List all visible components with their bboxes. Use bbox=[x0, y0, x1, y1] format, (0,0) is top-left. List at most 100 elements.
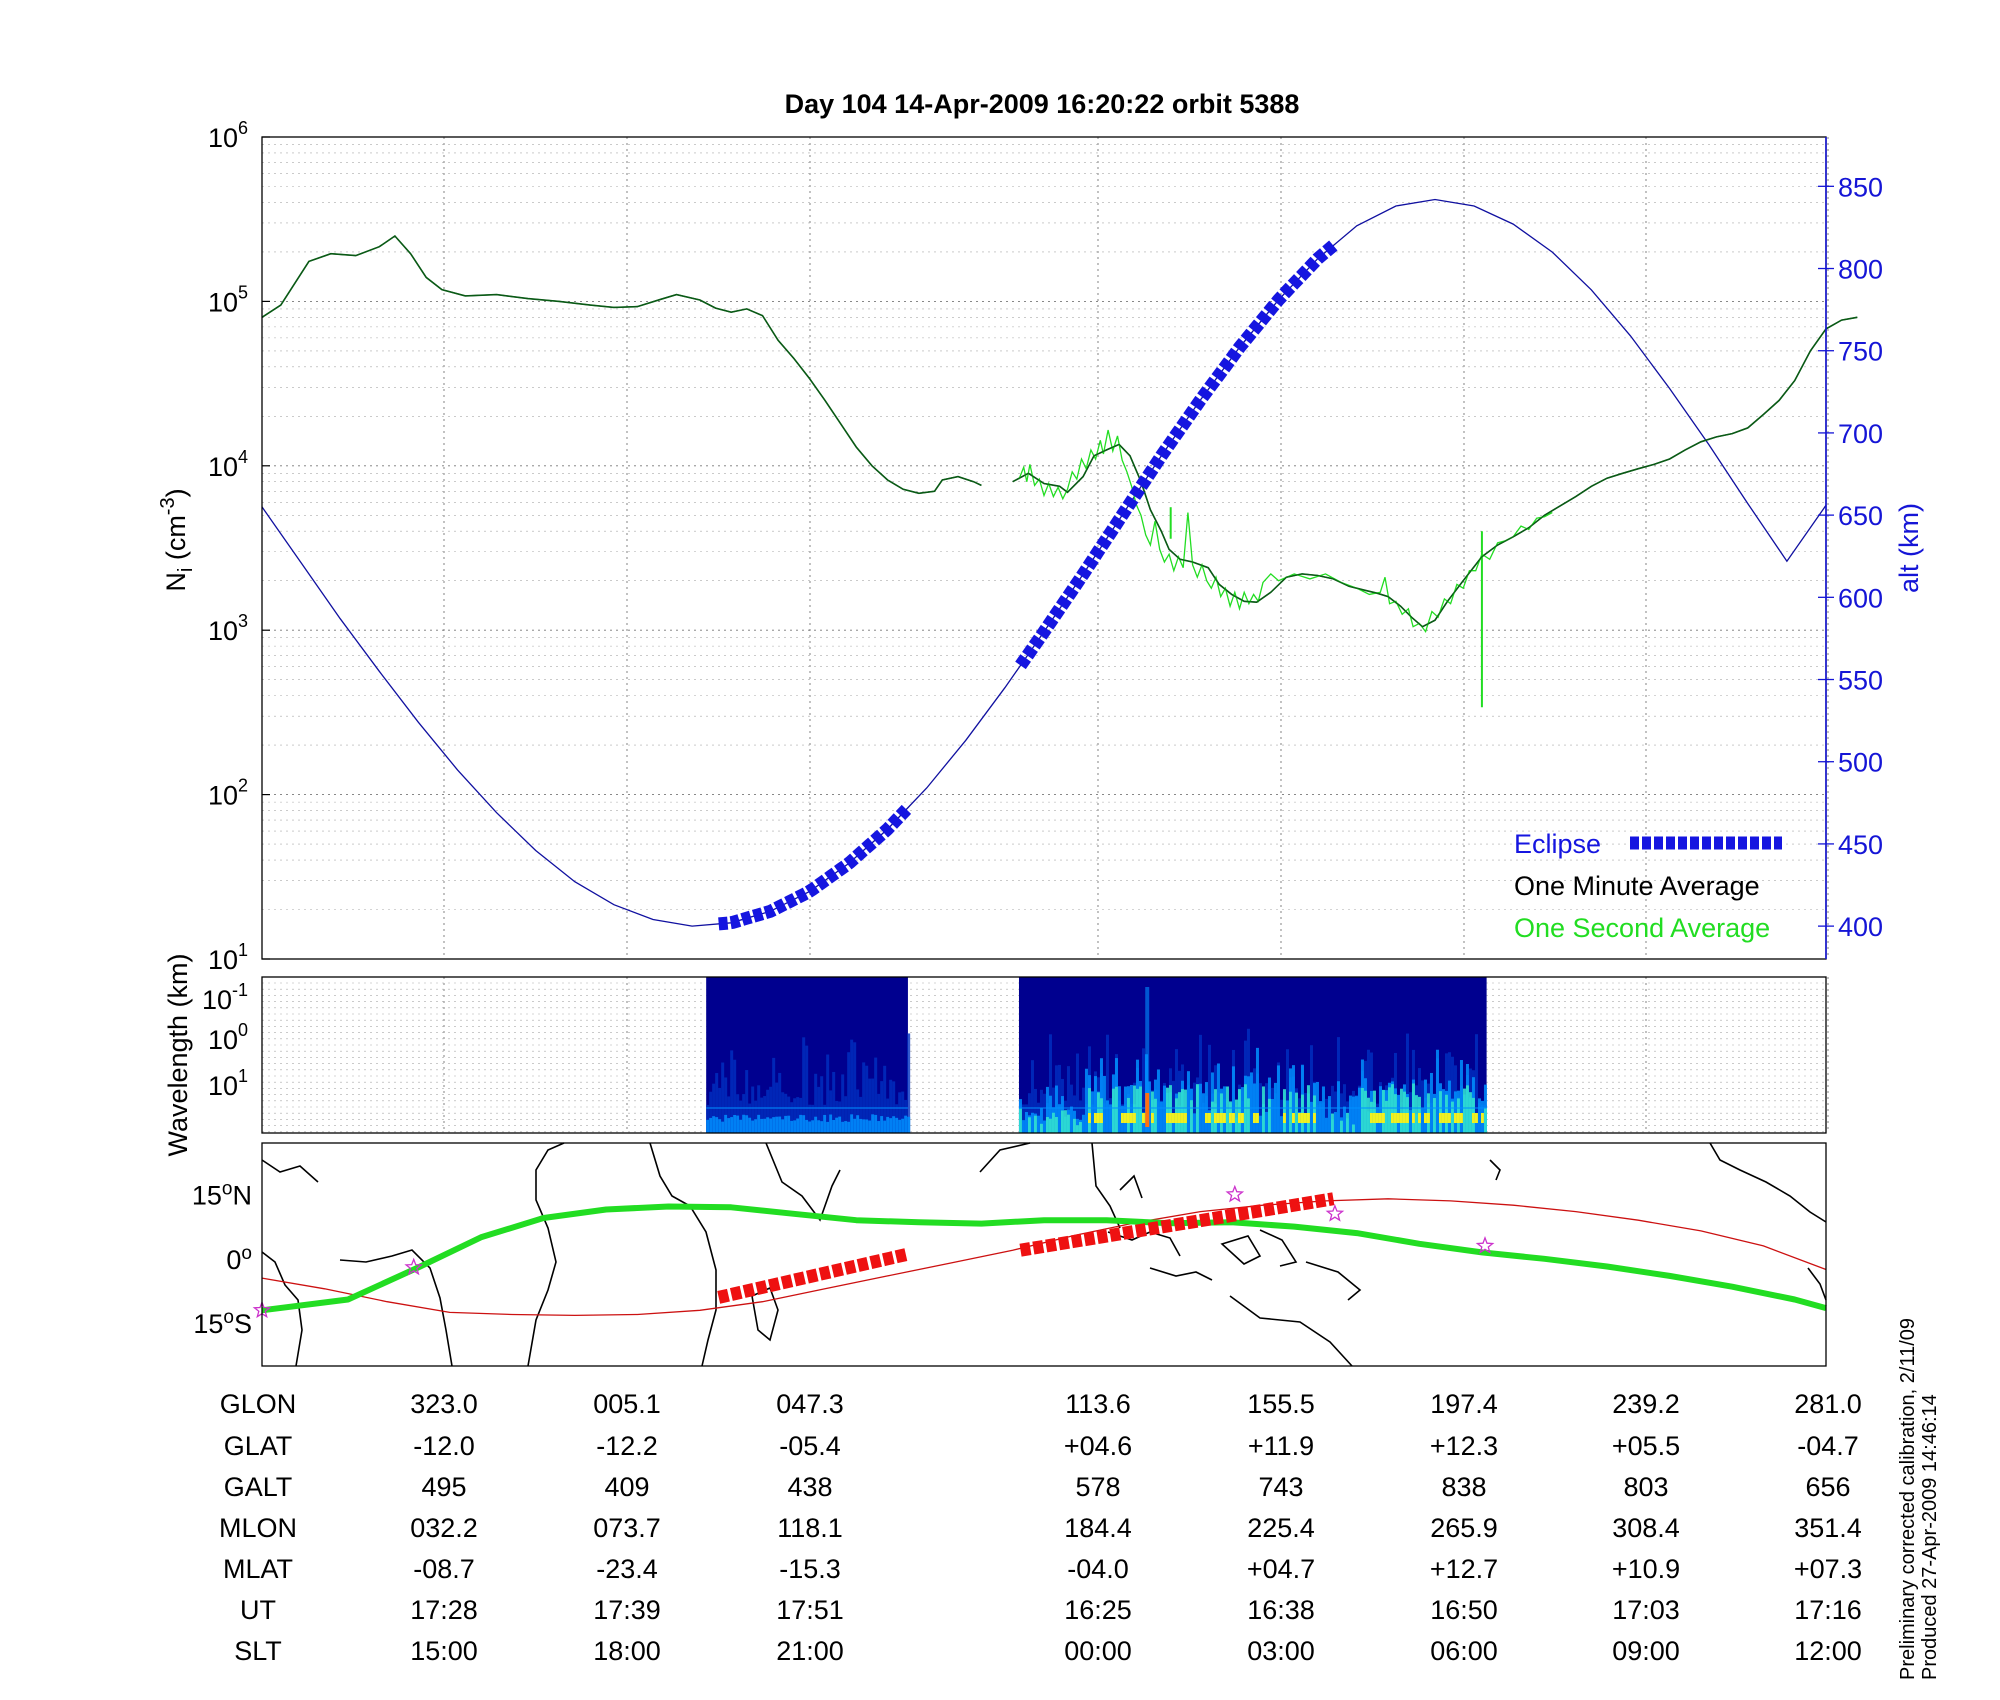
spectro-streak bbox=[868, 1078, 872, 1133]
spectro-streak-mid bbox=[883, 1120, 887, 1133]
spectro-tick-label-0: 10-1 bbox=[202, 980, 248, 1015]
spectro-streak bbox=[1405, 1033, 1409, 1133]
coastline-7 bbox=[979, 1142, 1031, 1173]
spectrogram-y-axis-label: Wavelength (km) bbox=[163, 953, 193, 1156]
y2-tick-label-1: 450 bbox=[1838, 830, 1883, 860]
density-label-close: ) bbox=[161, 488, 191, 497]
eclipse-segment-0 bbox=[718, 804, 912, 931]
map-eclipse-segment-0 bbox=[717, 1248, 908, 1304]
table-cell-mlat-7: +07.3 bbox=[1794, 1554, 1862, 1584]
spectro-streak-hi bbox=[1414, 1095, 1418, 1133]
spectro-streak-mid bbox=[802, 1115, 806, 1133]
table-cell-mlon-7: 351.4 bbox=[1794, 1513, 1862, 1543]
spectro-streak-hi bbox=[1066, 1114, 1070, 1133]
lat-hemisphere: S bbox=[234, 1309, 252, 1339]
spectro-streak-peak bbox=[1237, 1113, 1241, 1123]
spectro-streak-mid bbox=[814, 1116, 818, 1133]
spectro-streak bbox=[826, 1054, 830, 1133]
spectro-streak-mid bbox=[1156, 1069, 1160, 1133]
y-tick-base: 10 bbox=[208, 616, 238, 646]
legend-eclipse-label: Eclipse bbox=[1514, 829, 1601, 859]
spectro-streak bbox=[1309, 1045, 1313, 1133]
spectro-streak-peak bbox=[1291, 1113, 1295, 1123]
spectro-streak bbox=[856, 1089, 860, 1133]
y-tick-base: 10 bbox=[208, 452, 238, 482]
table-row-label-glon: GLON bbox=[220, 1389, 297, 1419]
spectro-streak-hi bbox=[1384, 1100, 1388, 1133]
table-cell-galt-6: 803 bbox=[1623, 1472, 1668, 1502]
spectro-streak bbox=[1033, 1088, 1037, 1133]
magnetic-track-line bbox=[261, 1198, 1827, 1317]
spectro-streak-mid bbox=[865, 1119, 869, 1133]
spectro-streak bbox=[1048, 1034, 1052, 1133]
spectro-hot-peak bbox=[1145, 1093, 1150, 1127]
spectro-streak-peak bbox=[1231, 1113, 1235, 1123]
spectro-streak-hi bbox=[1168, 1085, 1172, 1133]
spectro-streak bbox=[793, 1098, 797, 1133]
spectro-streak-mid bbox=[1354, 1096, 1358, 1133]
spectro-streak-mid bbox=[763, 1118, 767, 1133]
spectro-streak-hi bbox=[1132, 1085, 1136, 1133]
spectro-streak-mid bbox=[886, 1116, 890, 1133]
spectro-streak-peak bbox=[1405, 1113, 1409, 1123]
spectro-streak-mid bbox=[709, 1117, 713, 1133]
spectro-streak-hi bbox=[1087, 1088, 1091, 1133]
ground-track-line bbox=[261, 1203, 1827, 1314]
spectro-streak-mid bbox=[1420, 1108, 1424, 1133]
spectro-streak-mid bbox=[1162, 1085, 1166, 1133]
table-cell-ut-3: 16:25 bbox=[1064, 1595, 1132, 1625]
spectro-streak bbox=[1075, 1053, 1079, 1133]
spectro-streak-mid bbox=[856, 1115, 860, 1133]
table-cell-galt-4: 743 bbox=[1258, 1472, 1303, 1502]
spectro-streak bbox=[1042, 1093, 1046, 1133]
spectro-streak-peak bbox=[1438, 1113, 1442, 1123]
spectro-streak-hi bbox=[1351, 1124, 1355, 1133]
spectro-streak-mid bbox=[1279, 1116, 1283, 1133]
spectro-streak bbox=[817, 1086, 821, 1133]
spectro-streak bbox=[1105, 1034, 1109, 1133]
density-label-sub: i bbox=[175, 568, 197, 572]
table-cell-slt-6: 09:00 bbox=[1612, 1636, 1680, 1666]
spectro-streak bbox=[865, 1065, 869, 1133]
spectro-streak-mid bbox=[847, 1121, 851, 1133]
spectro-streak-peak bbox=[1372, 1113, 1376, 1123]
spectro-streak bbox=[727, 1096, 731, 1133]
spectro-streak bbox=[742, 1094, 746, 1133]
tracks bbox=[252, 1184, 1827, 1319]
table-cell-slt-5: 06:00 bbox=[1430, 1636, 1498, 1666]
spectro-streak bbox=[760, 1097, 764, 1133]
table-cell-mlat-1: -23.4 bbox=[596, 1554, 658, 1584]
spectro-streak bbox=[811, 1104, 815, 1133]
spectro-streak-mid bbox=[1159, 1101, 1163, 1133]
y2-tick-label-6: 700 bbox=[1838, 419, 1883, 449]
spectro-tick-label-1: 100 bbox=[208, 1020, 248, 1055]
spectro-streak-mid bbox=[844, 1121, 848, 1133]
spectro-streak-mid bbox=[1102, 1075, 1106, 1133]
spectro-streak-mid bbox=[901, 1118, 905, 1133]
table-cell-mlon-4: 225.4 bbox=[1247, 1513, 1315, 1543]
spectro-streak-hi bbox=[1018, 1108, 1022, 1133]
coastline-4 bbox=[649, 1142, 717, 1367]
spectro-streak-hi bbox=[1150, 1091, 1154, 1133]
table-cell-slt-7: 12:00 bbox=[1794, 1636, 1862, 1666]
spectro-streak-mid bbox=[1291, 1065, 1295, 1133]
spectro-streak-mid bbox=[1036, 1115, 1040, 1133]
table-cell-mlon-3: 184.4 bbox=[1064, 1513, 1132, 1543]
spectro-streak-hi bbox=[1261, 1086, 1265, 1133]
spectro-streak-hi bbox=[1465, 1085, 1469, 1133]
spectro-streak-mid bbox=[862, 1119, 866, 1133]
eclipse-series bbox=[718, 240, 1338, 931]
spectro-streak bbox=[901, 1091, 905, 1133]
spectro-streak bbox=[778, 1072, 782, 1133]
spectro-streak bbox=[889, 1079, 893, 1133]
spectro-streak-mid bbox=[805, 1119, 809, 1133]
spectro-streak-hi bbox=[1096, 1092, 1100, 1133]
spectro-streak-mid bbox=[904, 1115, 908, 1133]
spectro-streak-mid bbox=[712, 1116, 716, 1133]
table-cell-mlon-1: 073.7 bbox=[593, 1513, 661, 1543]
spectro-streak-hi bbox=[1366, 1097, 1370, 1133]
spectro-streak-peak bbox=[1228, 1113, 1232, 1123]
spectro-streak-mid bbox=[1216, 1063, 1220, 1133]
spectro-streak-mid bbox=[823, 1114, 827, 1133]
